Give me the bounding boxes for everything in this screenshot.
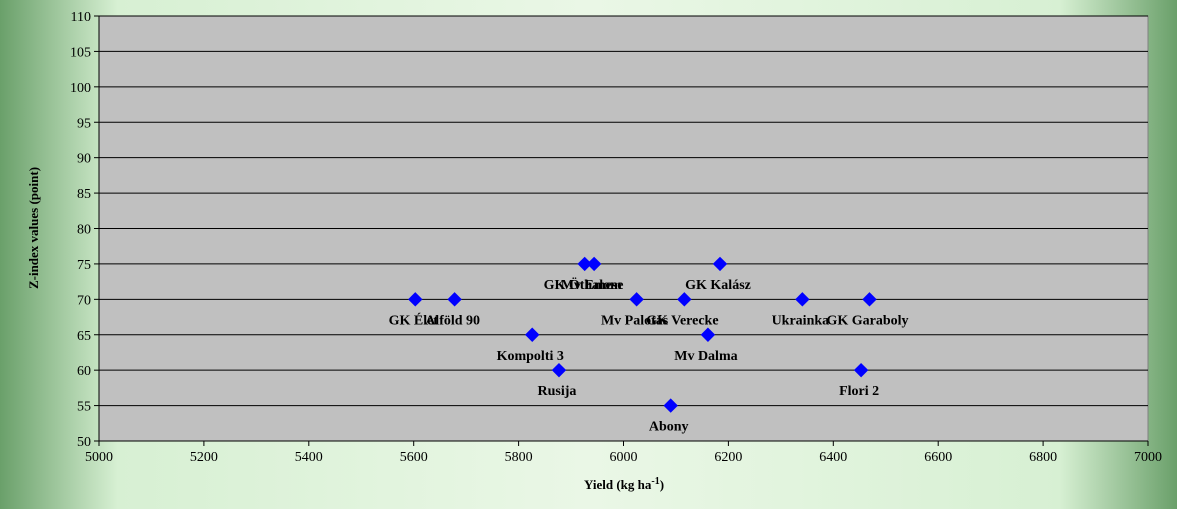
data-label: GK Öthalom: [544, 276, 623, 293]
y-tick-label: 100: [70, 81, 91, 96]
data-point: [663, 398, 678, 413]
data-point: [853, 362, 869, 378]
y-axis-title: Z-index values (point): [26, 167, 41, 289]
y-tick-label: 65: [77, 329, 91, 344]
x-tick-label: 6600: [924, 450, 952, 465]
y-tick-label: 110: [71, 10, 91, 25]
x-axis-title-suffix: ): [660, 477, 664, 492]
data-point: [795, 292, 810, 307]
x-tick-label: 5600: [400, 450, 428, 465]
data-point: [447, 292, 462, 307]
x-axis-title: Yield (kg ha-1): [584, 476, 664, 492]
y-tick-label: 50: [77, 435, 91, 450]
x-tick-label: 6000: [610, 450, 638, 465]
data-label: GK Verecke: [646, 313, 718, 328]
x-tick-label: 6200: [714, 450, 742, 465]
y-tick-label: 60: [77, 364, 91, 379]
y-tick-label: 75: [77, 258, 91, 273]
y-tick-label: 85: [77, 187, 91, 202]
data-point: [862, 292, 877, 307]
data-label: Mv Dalma: [674, 349, 737, 364]
data-label: GK Garaboly: [826, 313, 908, 328]
data-point: [551, 362, 567, 378]
data-points: [408, 256, 877, 413]
x-tick-label: 5200: [190, 450, 218, 465]
data-label: Rusija: [538, 384, 577, 399]
y-tick-label: 80: [77, 223, 91, 238]
x-tick-label: 6400: [819, 450, 847, 465]
data-label: Mv Emese: [561, 278, 624, 293]
x-axis-title-superscript: -1: [651, 476, 659, 487]
data-point: [577, 256, 592, 272]
data-point: [700, 327, 716, 342]
data-point: [629, 292, 644, 307]
y-tick-label: 70: [77, 293, 91, 308]
axes: 50 55 60 65 70 75 80 85 90 95 100 105 110 5000 5200 540…: [70, 10, 1162, 465]
data-label: GK Kalász: [685, 278, 751, 293]
y-tick-label: 55: [77, 400, 91, 415]
data-point: [677, 292, 692, 307]
x-tick-label: 5800: [505, 450, 533, 465]
y-tick-label: 95: [77, 116, 91, 131]
data-label: Kompolti 3: [497, 349, 564, 364]
y-tick-label: 105: [70, 45, 91, 60]
data-label: GK Élet: [389, 311, 439, 328]
x-tick-label: 6800: [1029, 450, 1057, 465]
data-label: Flori 2: [839, 384, 879, 399]
x-axis-title-main: Yield (kg ha: [584, 477, 652, 492]
data-label: Abony: [649, 420, 689, 435]
data-point: [586, 256, 602, 272]
data-point: [525, 327, 540, 342]
x-tick-label: 5000: [85, 450, 113, 465]
gridlines: [99, 15, 1148, 407]
data-point: [408, 292, 423, 307]
data-label: Alföld 90: [425, 313, 480, 328]
data-label: Ukrainka: [772, 313, 830, 328]
x-tick-label: 5400: [295, 450, 323, 465]
data-label: Mv Palotás: [601, 313, 669, 328]
x-tick-label: 7000: [1134, 450, 1162, 465]
y-tick-label: 90: [77, 152, 91, 167]
data-point: [712, 256, 728, 272]
